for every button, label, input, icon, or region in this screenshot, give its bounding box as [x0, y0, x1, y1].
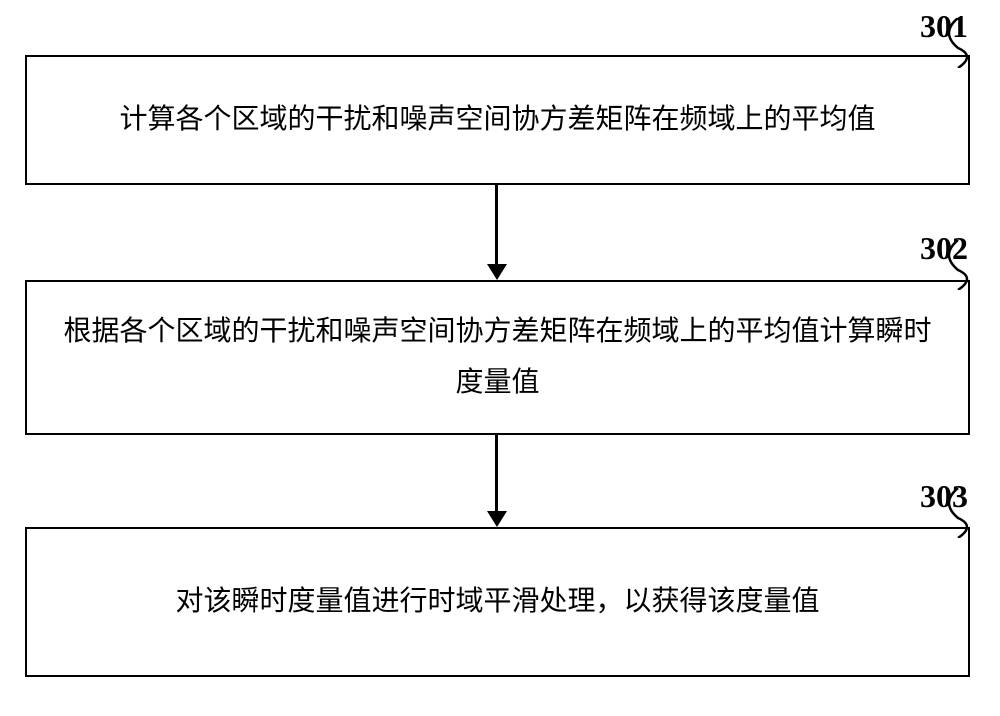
- flow-step-text: 根据各个区域的干扰和噪声空间协方差矩阵在频域上的平均值计算瞬时度量值: [57, 307, 938, 408]
- step-label-301: 301: [920, 8, 968, 45]
- step-label-302: 302: [920, 230, 968, 267]
- flow-step-303: 对该瞬时度量值进行时域平滑处理，以获得该度量值: [25, 527, 970, 677]
- flow-step-302: 根据各个区域的干扰和噪声空间协方差矩阵在频域上的平均值计算瞬时度量值: [25, 280, 970, 435]
- step-label-303: 303: [920, 478, 968, 515]
- flowchart-container: 计算各个区域的干扰和噪声空间协方差矩阵在频域上的平均值 301 根据各个区域的干…: [0, 0, 1000, 716]
- flow-step-text: 计算各个区域的干扰和噪声空间协方差矩阵在频域上的平均值: [119, 95, 875, 145]
- flow-step-301: 计算各个区域的干扰和噪声空间协方差矩阵在频域上的平均值: [25, 55, 970, 185]
- flow-step-text: 对该瞬时度量值进行时域平滑处理，以获得该度量值: [175, 577, 819, 627]
